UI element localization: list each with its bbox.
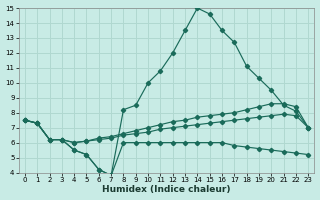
X-axis label: Humidex (Indice chaleur): Humidex (Indice chaleur) bbox=[102, 185, 231, 194]
